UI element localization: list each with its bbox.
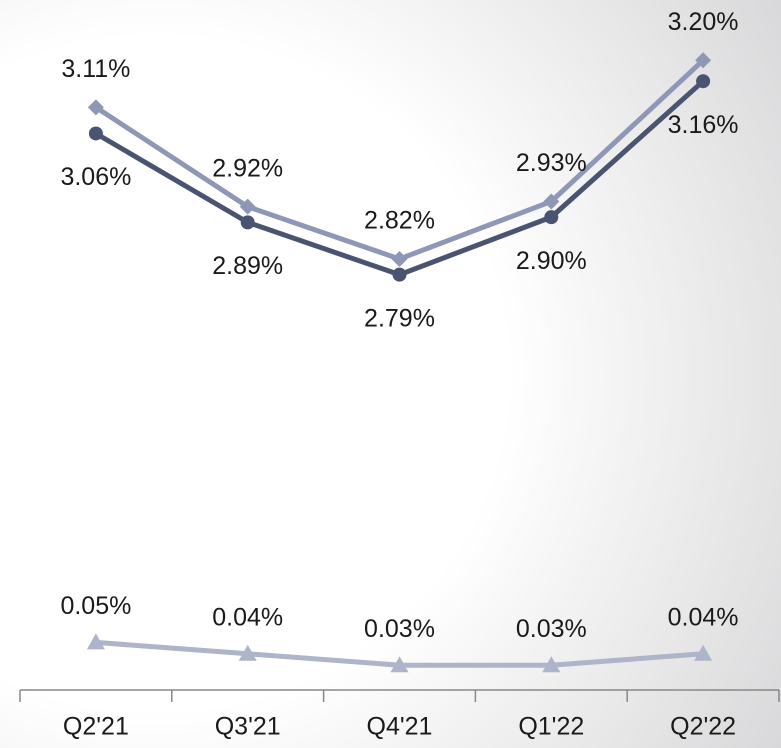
point <box>694 644 713 661</box>
data-label: 0.03% <box>516 615 587 643</box>
point <box>238 644 257 661</box>
x-tick-label: Q3'21 <box>215 713 281 741</box>
point <box>695 52 712 69</box>
point <box>542 656 561 673</box>
point <box>390 656 409 673</box>
point <box>544 210 559 225</box>
point <box>543 193 560 210</box>
x-tick-label: Q2'21 <box>63 713 129 741</box>
data-label: 0.04% <box>668 603 739 631</box>
point <box>240 215 255 230</box>
point <box>239 198 256 215</box>
data-label: 2.90% <box>516 247 587 275</box>
data-label: 0.03% <box>364 615 435 643</box>
point <box>87 99 104 116</box>
data-label: 3.06% <box>60 163 131 191</box>
point <box>88 126 103 141</box>
point <box>86 633 105 650</box>
data-label: 3.20% <box>668 8 739 36</box>
data-label: 2.79% <box>364 304 435 332</box>
data-label: 2.93% <box>516 149 587 177</box>
data-label: 0.05% <box>60 592 131 620</box>
point <box>392 267 407 282</box>
x-tick-label: Q1'22 <box>518 713 584 741</box>
point <box>696 74 711 89</box>
x-tick-label: Q2'22 <box>670 713 736 741</box>
data-label: 2.92% <box>212 154 283 182</box>
data-label: 0.04% <box>212 603 283 631</box>
data-label: 2.89% <box>212 252 283 280</box>
data-label: 2.82% <box>364 207 435 235</box>
data-label: 3.16% <box>668 111 739 139</box>
point <box>391 250 408 267</box>
x-tick-label: Q4'21 <box>367 713 433 741</box>
data-label: 3.11% <box>61 55 130 83</box>
